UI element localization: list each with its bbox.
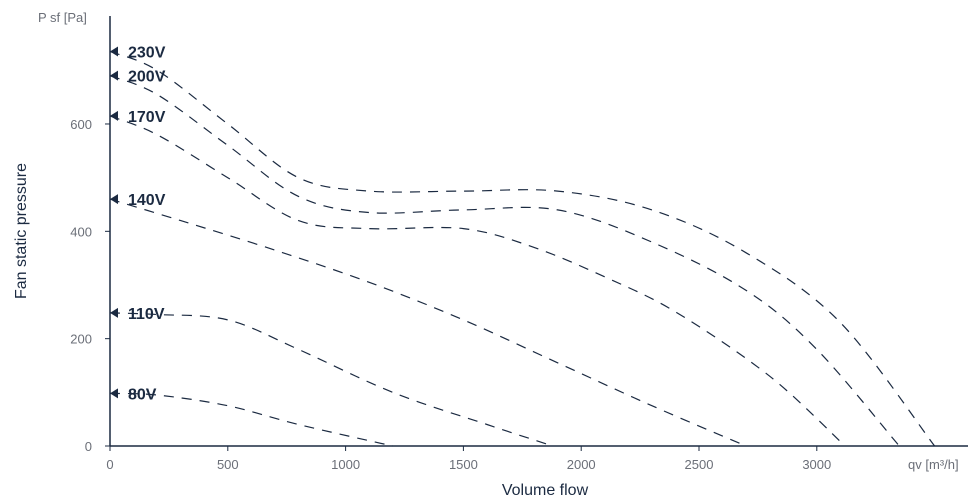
curve-start-marker — [110, 46, 118, 57]
curve-140V — [109, 198, 747, 447]
series-label-200V: 200V — [128, 69, 166, 86]
series-label-110V: 110V — [128, 306, 165, 323]
curve-230V — [109, 50, 936, 447]
y-tick-label: 400 — [70, 224, 92, 239]
x-tick-label: 3000 — [802, 457, 831, 472]
curve-start-marker — [110, 307, 118, 318]
y-tick-label: 600 — [70, 117, 92, 132]
x-tick-label: 500 — [217, 457, 239, 472]
curve-start-marker — [110, 194, 118, 205]
y-tick-label: 200 — [70, 332, 92, 347]
x-axis-title: Volume flow — [502, 482, 589, 499]
series-label-140V: 140V — [128, 192, 166, 209]
curve-start-marker — [110, 110, 118, 121]
y-unit-label: P sf [Pa] — [38, 10, 87, 25]
voltage-labels: 230V 200V 170V 140V 110V 80V — [110, 45, 166, 403]
series-label-80V: 80V — [128, 386, 157, 403]
y-axis-title: Fan static pressure — [13, 163, 30, 299]
curve-series — [109, 50, 936, 447]
curve-200V — [109, 75, 900, 447]
curve-start-marker — [110, 70, 118, 81]
series-label-230V: 230V — [128, 45, 166, 62]
x-tick-label: 0 — [106, 457, 113, 472]
y-tick-label: 0 — [85, 439, 92, 454]
x-tick-label: 2500 — [685, 457, 714, 472]
curve-110V — [109, 312, 554, 447]
x-tick-label: 1000 — [331, 457, 360, 472]
curve-start-marker — [110, 388, 118, 399]
series-label-170V: 170V — [128, 109, 166, 126]
curve-170V — [109, 115, 846, 447]
x-unit-label: qv [m³/h] — [908, 457, 959, 472]
x-tick-label: 1500 — [449, 457, 478, 472]
axis-ticks: 0 500 1000 1500 2000 2500 3000 0 200 400 600 — [70, 117, 831, 472]
x-tick-label: 2000 — [567, 457, 596, 472]
